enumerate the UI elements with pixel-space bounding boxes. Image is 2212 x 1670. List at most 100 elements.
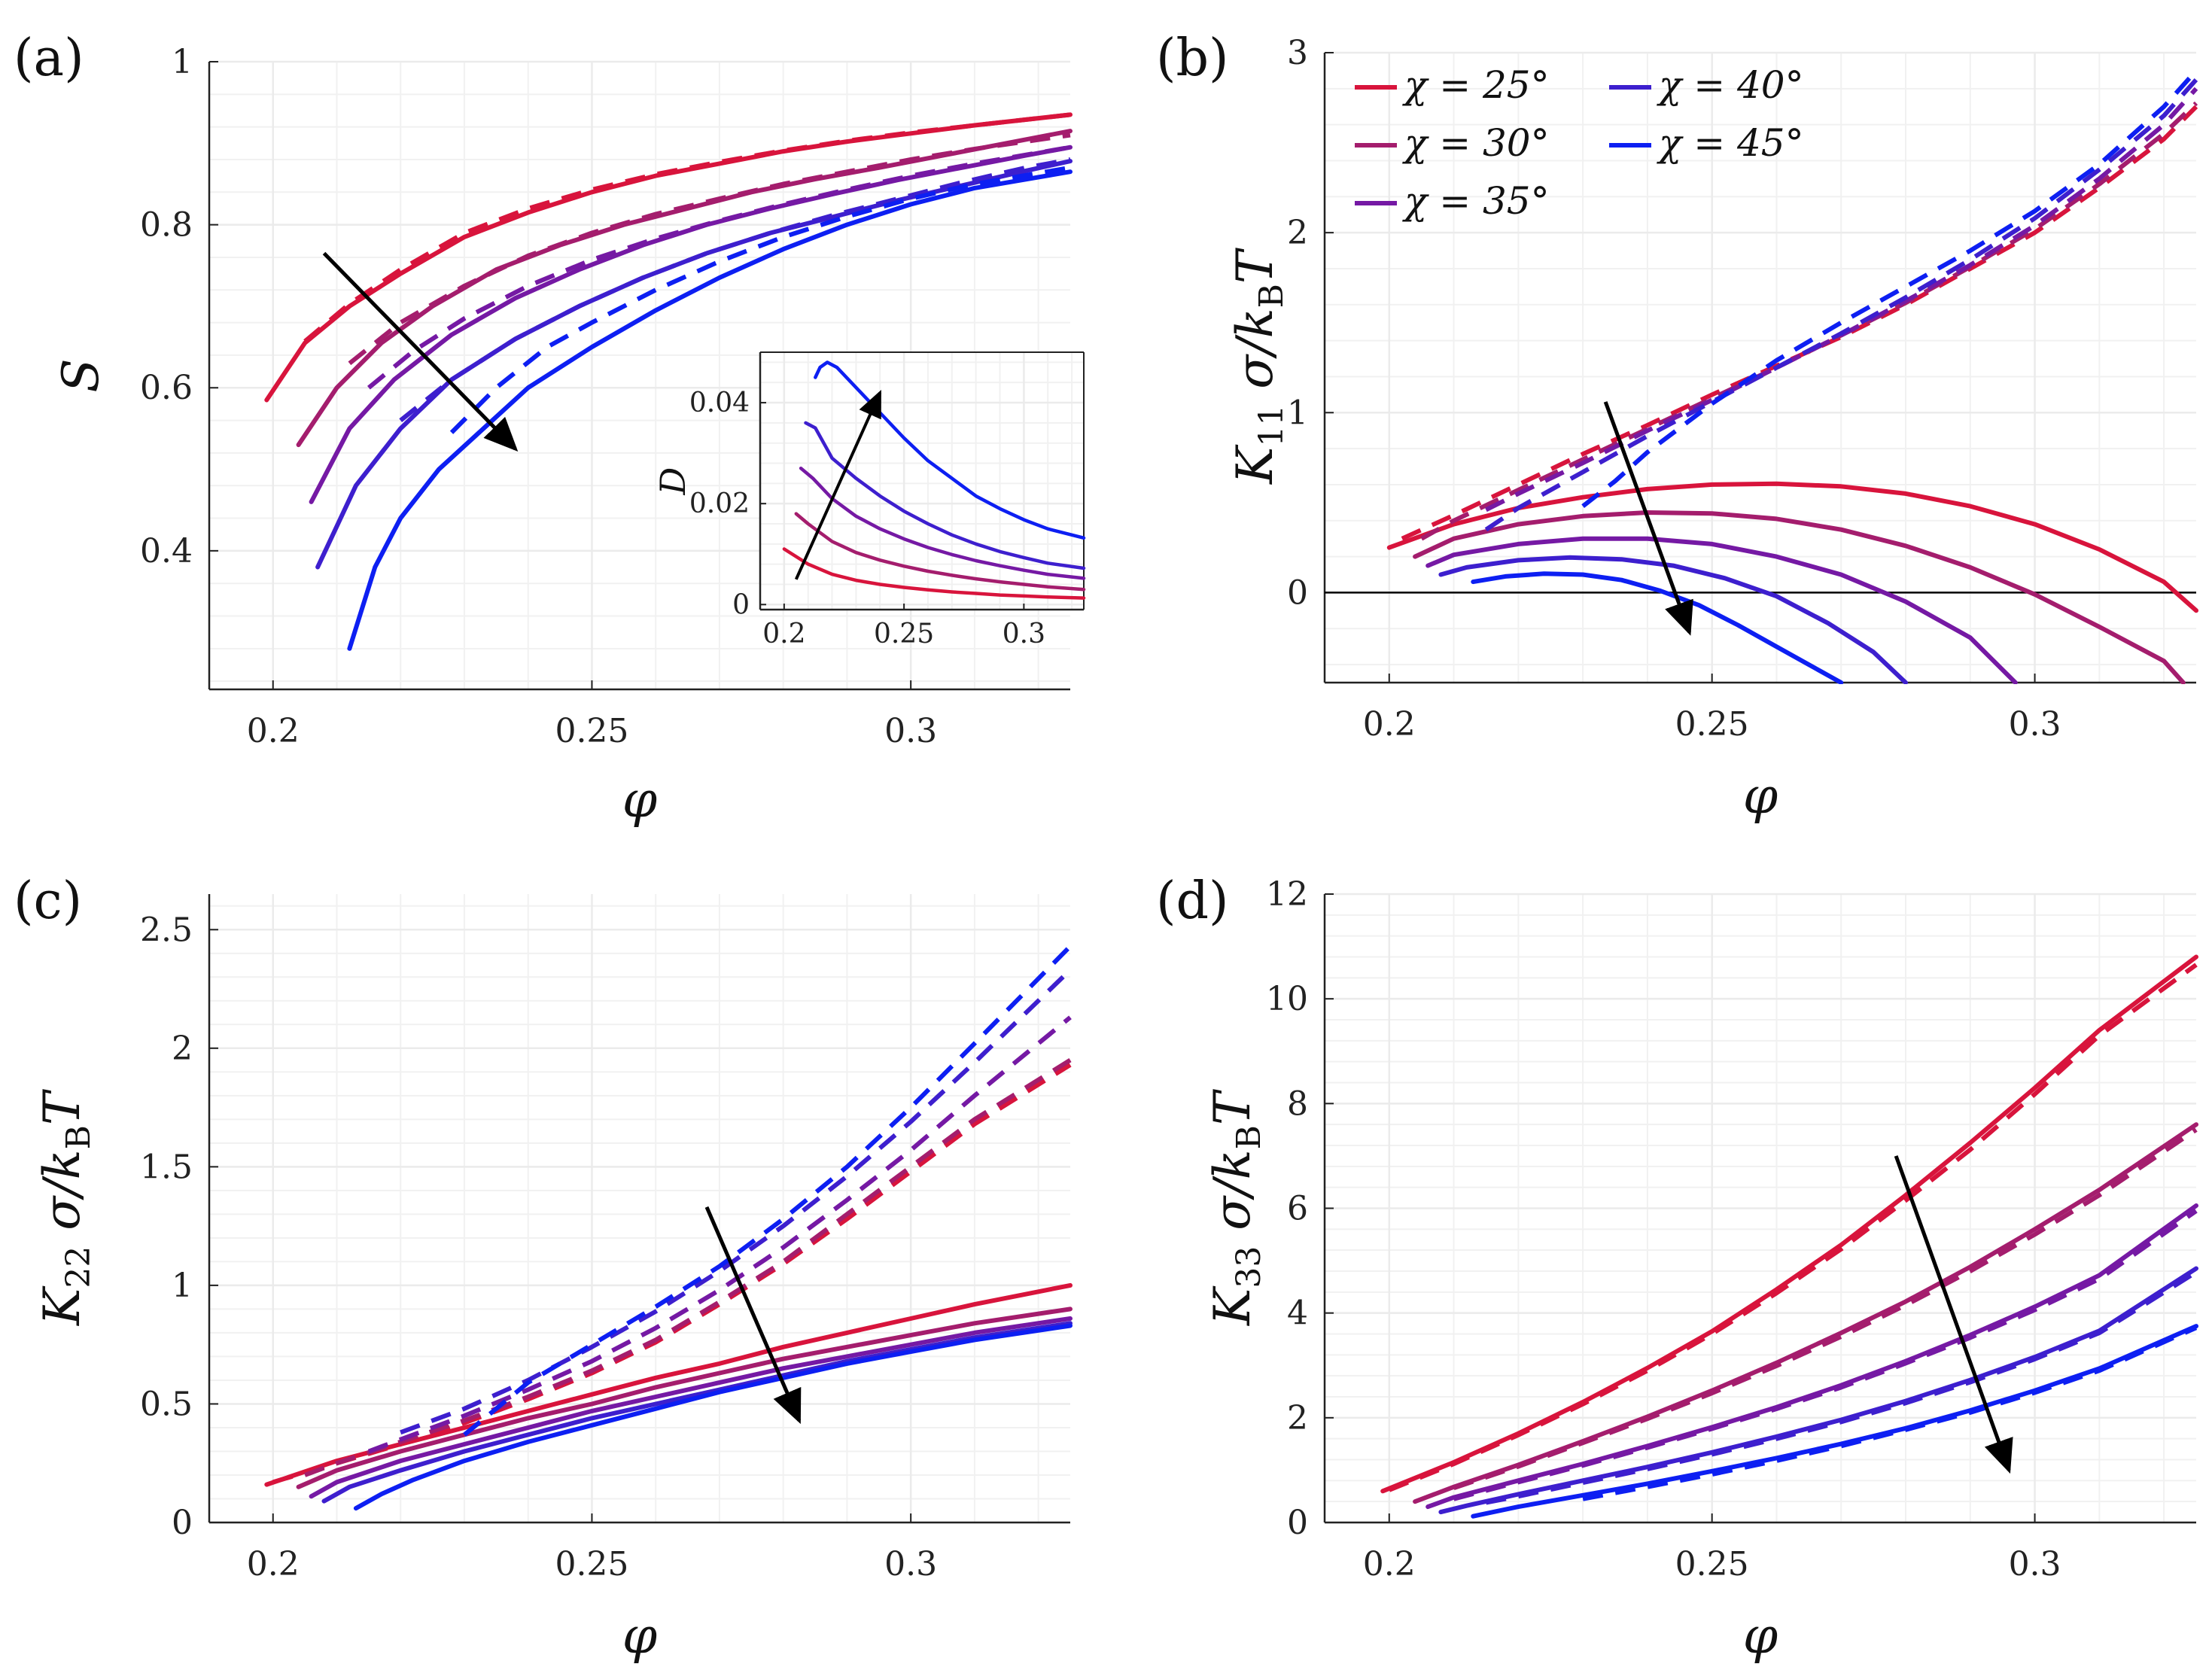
series-line-dashed: χ = 40° dashed	[1485, 1270, 2198, 1505]
x-tick-label: 0.2	[247, 712, 300, 750]
series-line-dashed: χ = 25° dashed	[303, 112, 1071, 343]
inset-trend-arrow	[794, 389, 882, 580]
y-tick-label: 0	[172, 1504, 193, 1542]
series-line-dashed: χ = 25° dashed	[1388, 963, 2198, 1492]
y-tick-label: 0.5	[140, 1385, 193, 1423]
series-line-dashed: χ = 25° dashed	[1401, 105, 2198, 541]
x-axis-label: φ	[622, 1607, 657, 1665]
series-group: χ = 25° solidχ = 25° dashedχ = 30° solid…	[264, 112, 1073, 651]
panel-b: 0.2 0.25 0.3 0 1 2 3 χ = 25° solidχ = 25° dashe…	[1156, 29, 2198, 825]
series-line: χ = 25° solid	[1380, 954, 2198, 1494]
inset-y-axis-label: D	[653, 467, 693, 496]
y-tick-label: 1	[172, 43, 193, 81]
trend-arrow	[1894, 1155, 2013, 1474]
y-tick-label: 6	[1287, 1190, 1308, 1228]
y-tick-label: 0.04	[689, 388, 750, 418]
grid	[1324, 51, 2196, 683]
panel-label: (d)	[1156, 872, 1229, 931]
x-tick-label: 0.2	[247, 1545, 300, 1583]
series-line-dashed: χ = 40° dashed	[1484, 78, 2198, 532]
x-tick-label: 0.25	[555, 712, 628, 750]
x-tick-label: 0.3	[2009, 1545, 2061, 1583]
y-axis-label: K11 σ/kBT	[1226, 247, 1291, 485]
series-line: χ = 35° solid	[1425, 536, 2018, 684]
series-group: χ = 25° solidχ = 25° dashedχ = 30° solid…	[264, 945, 1073, 1511]
series-group: χ = 25° solidχ = 25° dashedχ = 30° solid…	[1380, 954, 2198, 1519]
legend: χ = 25° χ = 30° χ = 35° χ = 40° χ = 45°	[1355, 63, 1804, 223]
y-tick-label: 1.5	[140, 1148, 193, 1186]
x-tick-label: 0.25	[1675, 705, 1749, 744]
series-line: χ = 30° solid	[296, 1306, 1073, 1489]
x-tick-label: 0.2	[1363, 705, 1416, 744]
x-tick-label: 0.3	[884, 712, 937, 750]
series-line: χ = 25° solid	[1386, 481, 2198, 613]
y-tick-label: 0.8	[140, 206, 193, 245]
panel-label: (a)	[14, 29, 84, 88]
y-tick-label: 10	[1266, 980, 1308, 1018]
series-line-dashed: χ = 40° dashed	[400, 968, 1073, 1435]
legend-label: χ = 45°	[1657, 121, 1804, 165]
trend-arrow	[1603, 401, 1693, 636]
series-line-dashed: χ = 45° dashed	[463, 945, 1073, 1437]
panel-label: (c)	[14, 872, 82, 931]
y-tick-label: 0	[732, 589, 750, 620]
series-line: χ = 45° solid	[353, 1323, 1073, 1511]
x-tick-label: 0.3	[1003, 619, 1045, 649]
series-line-dashed: χ = 35° dashed	[367, 144, 1071, 390]
series-line: χ = 40° solid	[1438, 555, 1908, 684]
y-tick-label: 0.4	[140, 532, 193, 570]
y-tick-label: 0.02	[689, 488, 750, 519]
y-tick-label: 4	[1287, 1294, 1308, 1333]
y-tick-label: 8	[1287, 1084, 1308, 1123]
legend-label: χ = 30°	[1402, 121, 1550, 165]
panel-label: (b)	[1156, 29, 1229, 88]
trend-arrow	[322, 251, 519, 452]
series-line-dashed: χ = 45° dashed	[449, 165, 1071, 434]
grid	[208, 894, 1070, 1524]
x-tick-label: 0.25	[874, 619, 934, 649]
y-tick-label: 1	[1287, 394, 1308, 432]
y-tick-label: 2	[1287, 1399, 1308, 1437]
y-tick-label: 12	[1266, 875, 1308, 914]
x-tick-label: 0.25	[555, 1545, 628, 1583]
y-axis-label: K22 σ/kBT	[33, 1088, 98, 1326]
y-axis-label: K33 σ/kBT	[1203, 1088, 1268, 1326]
series-line-dashed: χ = 30° dashed	[348, 132, 1071, 366]
y-tick-label: 1	[172, 1267, 193, 1305]
series-line: χ = 30° solid	[1413, 510, 2186, 684]
series-line: χ = 30°	[794, 512, 1086, 592]
series-line: χ = 40° solid	[1438, 1266, 2198, 1515]
legend-label: χ = 25°	[1402, 63, 1550, 107]
series-line: χ = 40°	[804, 421, 1086, 570]
series-line-dashed: χ = 35° dashed	[1453, 1209, 2198, 1501]
x-tick-label: 0.25	[1675, 1545, 1749, 1583]
series-line: χ = 40° solid	[321, 1321, 1073, 1504]
series-line: χ = 35° solid	[309, 1316, 1073, 1499]
series-line-dashed: χ = 25° dashed	[272, 1063, 1072, 1485]
y-tick-label: 2	[172, 1030, 193, 1068]
trend-arrow	[704, 1206, 802, 1425]
series-line-dashed: χ = 45° dashed	[1582, 1325, 2198, 1501]
x-tick-label: 0.2	[1363, 1545, 1416, 1583]
x-axis-label: φ	[622, 771, 657, 829]
panel-c: 0.2 0.25 0.3 0 0.5 1 1.5 2 2.5 χ = 25° solidχ = 2…	[14, 872, 1073, 1665]
y-tick-label: 2.5	[140, 911, 193, 949]
y-axis-label: S	[52, 358, 110, 392]
series-line-dashed: χ = 35° dashed	[367, 1015, 1072, 1454]
legend-label: χ = 35°	[1402, 179, 1550, 223]
x-tick-label: 0.3	[884, 1545, 937, 1583]
inset: 0.2 0.25 0.3 0 0.02 0.04 χ = 25°χ = 30°χ = 35°…	[653, 351, 1086, 649]
series-line-dashed: χ = 30° dashed	[1453, 1127, 2198, 1490]
x-axis-label: φ	[1743, 1607, 1778, 1665]
y-tick-label: 3	[1287, 34, 1308, 72]
series-line-dashed: χ = 45° dashed	[1581, 68, 2198, 508]
x-axis-label: φ	[1743, 767, 1778, 825]
panels: 0.2 0.25 0.30.40.60.81χ = 25° solidχ = 25°…	[14, 29, 2198, 1665]
series-line: χ = 45°	[814, 360, 1086, 540]
y-tick-label: 0.6	[140, 369, 193, 407]
x-tick-label: 0.3	[2009, 705, 2061, 744]
series-line: χ = 25°	[782, 547, 1086, 600]
series-line: χ = 45° solid	[347, 169, 1073, 651]
panel-a: 0.2 0.25 0.3 0.4 0.6 0.8 1 χ = 25° solidχ = 25°…	[14, 29, 1086, 829]
